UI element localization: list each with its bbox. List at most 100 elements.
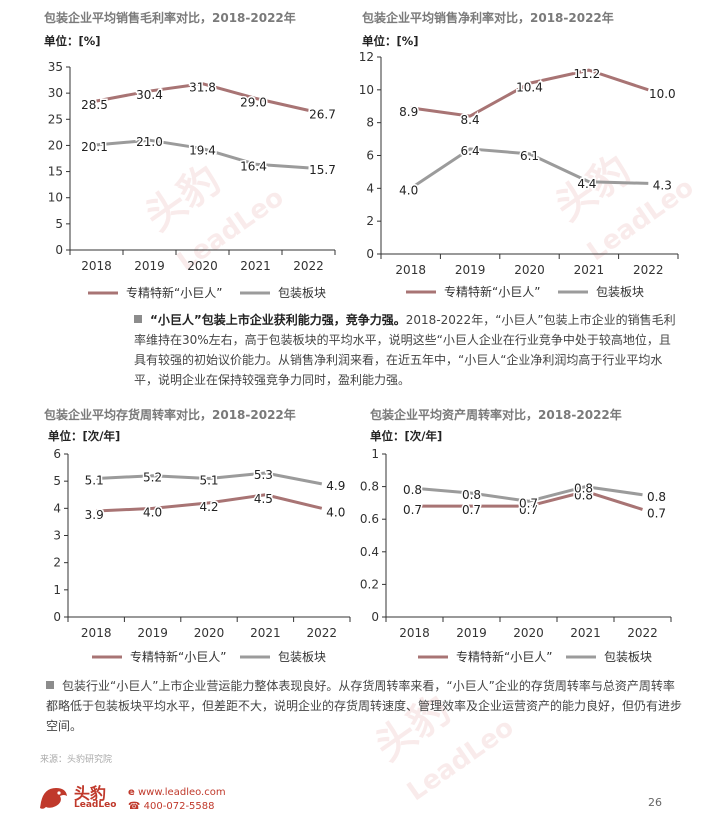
data-label: 20.1 xyxy=(81,140,108,154)
y-tick-label: 10 xyxy=(48,191,63,205)
x-tick-label: 2020 xyxy=(514,263,545,277)
data-label: 31.8 xyxy=(189,81,216,95)
data-label: 19.4 xyxy=(189,144,216,158)
x-tick-label: 2019 xyxy=(134,259,165,273)
x-tick-label: 2021 xyxy=(570,626,601,640)
y-tick-label: 6 xyxy=(53,447,61,461)
y-tick-label: 1 xyxy=(53,583,61,597)
website-link[interactable]: www.leadleo.com xyxy=(137,787,226,798)
y-tick-label: 0 xyxy=(53,610,61,624)
data-label: 3.9 xyxy=(85,508,104,522)
paragraph-operations: 包装行业“小巨人”上市企业营运能力整体表现良好。从存货周转率来看，“小巨人”企业… xyxy=(46,679,683,733)
logo-text-cn: 头豹 xyxy=(74,784,107,803)
data-label: 6.4 xyxy=(461,144,480,158)
data-label: 10.4 xyxy=(516,80,543,94)
y-tick-label: 5 xyxy=(53,474,61,488)
phone-number: 400-072-5588 xyxy=(143,801,215,812)
data-label: 4.0 xyxy=(326,505,345,519)
data-label: 0.8 xyxy=(462,488,481,502)
y-tick-label: 1 xyxy=(371,447,379,461)
x-tick-label: 2020 xyxy=(513,626,544,640)
logo-text-en: LeadLeo xyxy=(74,800,117,810)
data-label: 5.2 xyxy=(143,471,162,485)
data-label: 11.2 xyxy=(574,67,601,81)
x-tick-label: 2020 xyxy=(194,626,225,640)
data-label: 0.7 xyxy=(462,503,481,517)
y-tick-label: 0 xyxy=(371,610,379,624)
x-tick-label: 2021 xyxy=(240,259,271,273)
y-tick-label: 0.8 xyxy=(360,480,379,494)
data-label: 4.0 xyxy=(399,183,418,197)
data-label: 4.2 xyxy=(199,500,218,514)
legend-label: 包装板块 xyxy=(278,286,326,300)
data-label: 28.5 xyxy=(81,98,108,112)
x-tick-label: 2021 xyxy=(574,263,605,277)
data-label: 0.8 xyxy=(647,490,666,504)
contact-info: e www.leadleo.com ☎ 400-072-5588 xyxy=(128,787,226,812)
y-tick-label: 20 xyxy=(48,138,63,152)
x-tick-label: 2019 xyxy=(456,626,487,640)
data-label: 5.1 xyxy=(199,473,218,487)
legend-label: 包装板块 xyxy=(278,650,326,664)
data-label: 0.7 xyxy=(519,496,538,510)
data-label: 0.8 xyxy=(574,488,593,502)
data-label: 26.7 xyxy=(309,107,336,121)
data-label: 30.4 xyxy=(136,88,163,102)
chart1-unit: 单位：[%] xyxy=(44,34,101,48)
data-label: 5.1 xyxy=(85,473,104,487)
y-tick-label: 0.6 xyxy=(360,512,379,526)
x-tick-label: 2021 xyxy=(250,626,281,640)
data-label: 4.4 xyxy=(577,177,596,191)
y-tick-label: 15 xyxy=(48,165,63,179)
x-tick-label: 2018 xyxy=(395,263,426,277)
data-label: 4.9 xyxy=(326,479,345,493)
data-label: 5.3 xyxy=(254,468,273,482)
bullet-square xyxy=(134,315,142,323)
y-tick-label: 2 xyxy=(53,556,61,570)
data-label: 8.9 xyxy=(399,105,418,119)
chart-gross-margin: 0 5 10 15 20 25 30 35 2018 2019 2020 2021 2022 28.5 30… xyxy=(48,60,338,300)
data-label: 10.0 xyxy=(649,87,676,101)
legend-label: 专精特新“小巨人” xyxy=(444,284,540,299)
data-label: 16.4 xyxy=(240,159,267,173)
y-tick-label: 25 xyxy=(48,112,63,126)
y-tick-label: 0.4 xyxy=(360,545,379,559)
data-label: 4.5 xyxy=(254,492,273,506)
data-label: 4.3 xyxy=(653,178,672,192)
y-tick-label: 4 xyxy=(53,501,61,515)
y-tick-label: 5 xyxy=(55,217,63,231)
legend-label: 专精特新“小巨人” xyxy=(126,285,222,300)
page-number: 26 xyxy=(648,796,662,809)
y-tick-label: 3 xyxy=(53,529,61,543)
data-label: 29.0 xyxy=(240,95,267,109)
y-tick-label: 0 xyxy=(366,247,374,261)
y-tick-label: 12 xyxy=(359,50,374,64)
x-tick-label: 2018 xyxy=(81,626,112,640)
x-tick-label: 2022 xyxy=(633,263,664,277)
chart4-title: 包装企业平均资产周转率对比，2018-2022年 xyxy=(370,408,622,422)
bullet-square xyxy=(46,681,54,689)
x-tick-label: 2019 xyxy=(455,263,486,277)
chart-inventory-turnover: 0 1 2 3 4 5 6 2018 2019 2020 2021 2022 3.9 4.0 4.2 4.5 4… xyxy=(53,447,351,664)
legend-label: 包装板块 xyxy=(596,285,644,299)
source-note: 来源：头豹研究院 xyxy=(40,755,113,765)
chart3-title: 包装企业平均存货周转率对比，2018-2022年 xyxy=(44,408,296,422)
leadleo-logo: 头豹 LeadLeo xyxy=(38,780,128,816)
data-label: 0.7 xyxy=(403,503,422,517)
leopard-icon xyxy=(40,788,67,809)
y-tick-label: 0 xyxy=(55,243,63,257)
chart2-unit: 单位：[%] xyxy=(362,34,419,48)
x-tick-label: 2022 xyxy=(307,626,338,640)
data-label: 0.8 xyxy=(403,483,422,497)
x-tick-label: 2018 xyxy=(399,626,430,640)
y-tick-label: 6 xyxy=(366,149,374,163)
x-tick-label: 2019 xyxy=(137,626,168,640)
legend-label: 包装板块 xyxy=(604,650,652,664)
y-tick-label: 30 xyxy=(48,86,63,100)
y-tick-label: 0.2 xyxy=(360,577,379,591)
chart1-title: 包装企业平均销售毛利率对比，2018-2022年 xyxy=(44,11,296,25)
y-tick-label: 4 xyxy=(366,181,374,195)
data-label: 8.4 xyxy=(461,113,480,127)
y-tick-label: 10 xyxy=(359,83,374,97)
